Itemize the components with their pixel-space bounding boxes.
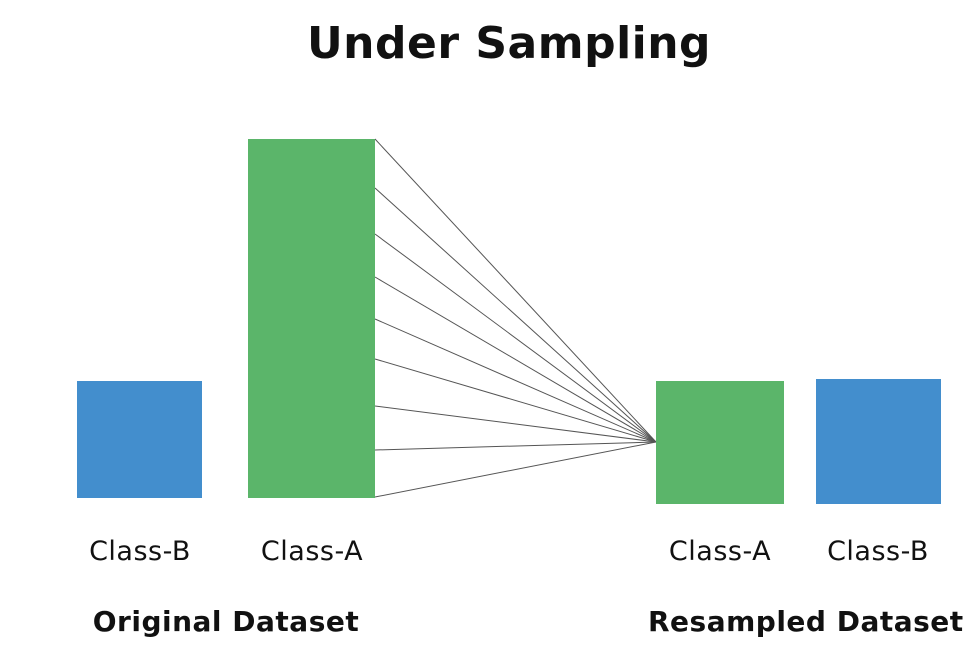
connector-line (374, 441, 657, 451)
connector-line (374, 187, 657, 443)
resampled-class-b-bar (816, 379, 941, 504)
diagram-title: Under Sampling (306, 18, 712, 69)
resampled-class-a-bar (656, 381, 784, 504)
resampled-dataset-label: Resampled Dataset (648, 605, 964, 638)
original-dataset-label: Original Dataset (92, 605, 360, 638)
original-class-b-bar (77, 381, 202, 498)
original-class-b-label: Class-B (89, 536, 191, 567)
resampled-class-b-label: Class-B (827, 536, 929, 567)
original-class-a-bar (248, 139, 375, 498)
connector-line (374, 138, 657, 443)
connector-line (374, 276, 657, 443)
connector-line (374, 233, 657, 443)
resampled-class-a-label: Class-A (668, 536, 772, 567)
connector-line (374, 358, 657, 443)
connector-line (374, 441, 657, 498)
connector-line (374, 405, 657, 443)
connector-line (374, 318, 657, 443)
original-class-a-label: Class-A (260, 536, 364, 567)
